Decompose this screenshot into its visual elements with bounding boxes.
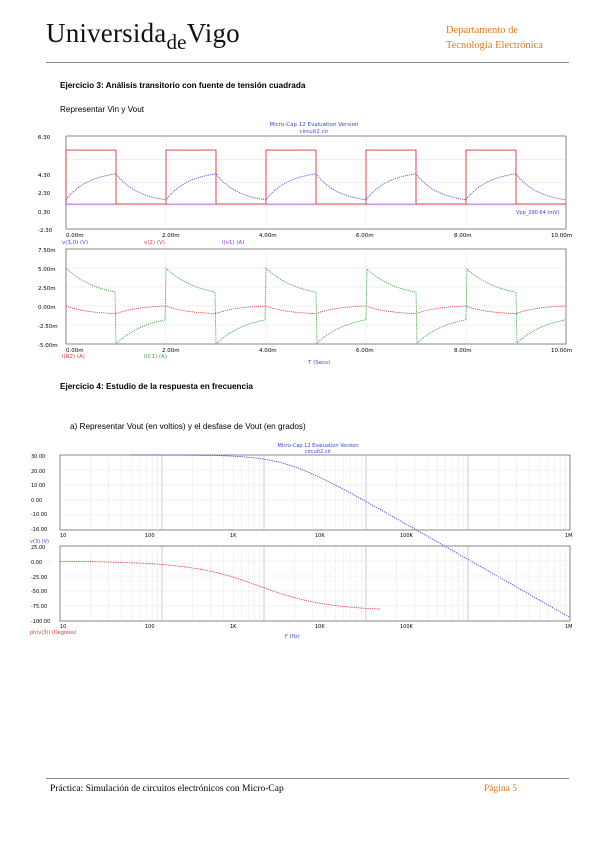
exercise-4-heading: Ejercicio 4: Estudio de la respuesta en … bbox=[60, 382, 253, 391]
p2-xtick: 8.00m bbox=[454, 348, 472, 354]
panel1-yticks: 6.30 4.30 2.30 0.30 -2.30 bbox=[38, 135, 53, 234]
p3-xtick: 100 bbox=[145, 533, 155, 539]
p2-xtick: 10.00m bbox=[551, 348, 572, 354]
exercise-3-title: : Análisis transitorio con fuente de ten… bbox=[101, 81, 305, 90]
p4-ytick: 25.00 bbox=[31, 545, 45, 551]
legend-item-v30: v(3,0) (V) bbox=[62, 240, 88, 246]
p4-ytick: -100.00 bbox=[31, 619, 50, 625]
panel2-legend: i(R2) (A) i(C1) (A) bbox=[62, 354, 167, 360]
p1-ytick: 6.30 bbox=[38, 135, 51, 141]
legend-item-iv1: i(v1) (A) bbox=[222, 240, 244, 246]
p2-ytick: 5.00m bbox=[38, 267, 56, 273]
panel4-grid bbox=[60, 546, 570, 621]
series-v3 bbox=[131, 455, 570, 618]
legend-item-phase: ph(v(3)) (Degrees) bbox=[30, 630, 77, 636]
p3-xtick: 10K bbox=[315, 533, 325, 539]
p3-ytick: 0.00 bbox=[31, 498, 42, 504]
p3-xtick: 10 bbox=[60, 533, 66, 539]
exercise-4-label: Ejercicio 4 bbox=[60, 382, 101, 391]
panel4-xticks: 10 100 1K 10K 100K 1M bbox=[60, 624, 573, 630]
p1-xtick: 6.00m bbox=[356, 233, 374, 239]
p1-xtick: 8.00m bbox=[454, 233, 472, 239]
legend-item-v2: v(2) (V) bbox=[144, 240, 165, 246]
footer-title: Práctica: Simulación de circuitos electr… bbox=[50, 784, 284, 794]
panel3-grid bbox=[60, 455, 570, 530]
panel4-xlabel: F (Hz) bbox=[285, 634, 300, 640]
p2-ytick: 7.50m bbox=[38, 248, 56, 254]
panel4-frame bbox=[60, 546, 570, 621]
panel3-xticks: 10 100 1K 10K 100K 1M bbox=[60, 533, 573, 539]
p3-ytick: 10.00 bbox=[31, 483, 45, 489]
p3-ytick: 30.00 bbox=[31, 454, 45, 460]
chart1-subtitle: circuit2.cir bbox=[300, 129, 330, 135]
p2-ytick: -5.00m bbox=[38, 343, 58, 349]
panel2-xlabel: T (Secs) bbox=[307, 360, 330, 366]
p2-ytick: -2.50m bbox=[38, 324, 58, 330]
exercise-3-label: Ejercicio 3 bbox=[60, 81, 101, 90]
series-phase bbox=[60, 561, 380, 609]
p4-xtick: 1M bbox=[565, 624, 573, 630]
legend-item-ir2: i(R2) (A) bbox=[62, 354, 85, 360]
p3-xtick: 100K bbox=[400, 533, 414, 539]
p1-xtick: 4.00m bbox=[259, 233, 277, 239]
panel3-yticks: 30.00 20.00 10.00 0.00 -10.00 -16.00 bbox=[31, 454, 47, 533]
legend-item-ic1: i(C1) (A) bbox=[144, 354, 167, 360]
panel3-frame bbox=[60, 455, 570, 530]
header-divider bbox=[46, 62, 569, 63]
panel1-legend: v(3,0) (V) v(2) (V) i(v1) (A) bbox=[62, 240, 244, 246]
p1-ytick: 0.30 bbox=[38, 210, 51, 216]
p1-ytick: -2.30 bbox=[38, 228, 53, 234]
p3-xtick: 1K bbox=[230, 533, 237, 539]
p2-xtick: 4.00m bbox=[259, 348, 277, 354]
p2-ytick: 2.50m bbox=[38, 286, 56, 292]
p4-xtick: 1K bbox=[230, 624, 237, 630]
vpp-annotation: Vpp_290.64 (mV) bbox=[516, 210, 560, 216]
p1-xtick: 10.00m bbox=[551, 233, 572, 239]
exercise-3-subtitle: Representar Vin y Vout bbox=[60, 105, 144, 114]
exercise-3-heading: Ejercicio 3: Análisis transitorio con fu… bbox=[60, 81, 305, 90]
p4-xtick: 100K bbox=[400, 624, 414, 630]
panel4-yticks: 25.00 0.00 -25.00 -50.00 -75.00 -100.00 bbox=[31, 545, 50, 625]
footer-divider bbox=[46, 778, 569, 779]
p4-ytick: -50.00 bbox=[31, 589, 47, 595]
p1-xtick: 2.00m bbox=[162, 233, 180, 239]
department-name: Departamento de Tecnología Electrónica bbox=[446, 23, 543, 53]
p2-xtick: 6.00m bbox=[356, 348, 374, 354]
panel2-xticks: 0.00m 2.00m 4.00m 6.00m 8.00m 10.00m bbox=[66, 348, 572, 354]
p4-xtick: 100 bbox=[145, 624, 155, 630]
logo-text-end: Vigo bbox=[187, 18, 240, 48]
p4-ytick: 0.00 bbox=[31, 560, 42, 566]
panel2-yticks: 7.50m 5.00m 2.50m 0.00m -2.50m -5.00m bbox=[38, 248, 58, 349]
department-line-1: Departamento de bbox=[446, 23, 543, 38]
exercise-4-title: : Estudio de la respuesta en frecuencia bbox=[101, 382, 253, 391]
series-v2 bbox=[66, 150, 566, 204]
p3-ytick: -10.00 bbox=[31, 512, 47, 518]
logo-text-sub: de bbox=[166, 30, 186, 54]
p4-ytick: -25.00 bbox=[31, 575, 47, 581]
p3-ytick: -16.00 bbox=[31, 527, 47, 533]
chart1-title: Micro-Cap 12 Evaluation Version bbox=[269, 122, 359, 128]
department-line-2: Tecnología Electrónica bbox=[446, 38, 543, 53]
transient-chart: Micro-Cap 12 Evaluation Version circuit2… bbox=[36, 118, 576, 370]
university-logo: UniversidadeVigo bbox=[46, 18, 240, 49]
p1-ytick: 2.30 bbox=[38, 191, 51, 197]
p1-xtick: 0.00m bbox=[66, 233, 84, 239]
p4-ytick: -75.00 bbox=[31, 604, 47, 610]
p2-ytick: 0.00m bbox=[38, 305, 56, 311]
chart3-subtitle: circuit2.cir bbox=[305, 449, 332, 455]
panel1-xticks: 0.00m 2.00m 4.00m 6.00m 8.00m 10.00m bbox=[66, 233, 572, 239]
p3-ytick: 20.00 bbox=[31, 469, 45, 475]
p4-xtick: 10K bbox=[315, 624, 325, 630]
p3-xtick: 1M bbox=[565, 533, 573, 539]
frequency-chart: Micro-Cap 12 Evaluation Version circuit2… bbox=[30, 438, 575, 644]
p1-ytick: 4.30 bbox=[38, 173, 51, 179]
page-number: Página 5 bbox=[484, 784, 517, 794]
logo-text-main: Universida bbox=[46, 18, 166, 48]
exercise-4-item-a: a) Representar Vout (en voltios) y el de… bbox=[70, 422, 306, 431]
